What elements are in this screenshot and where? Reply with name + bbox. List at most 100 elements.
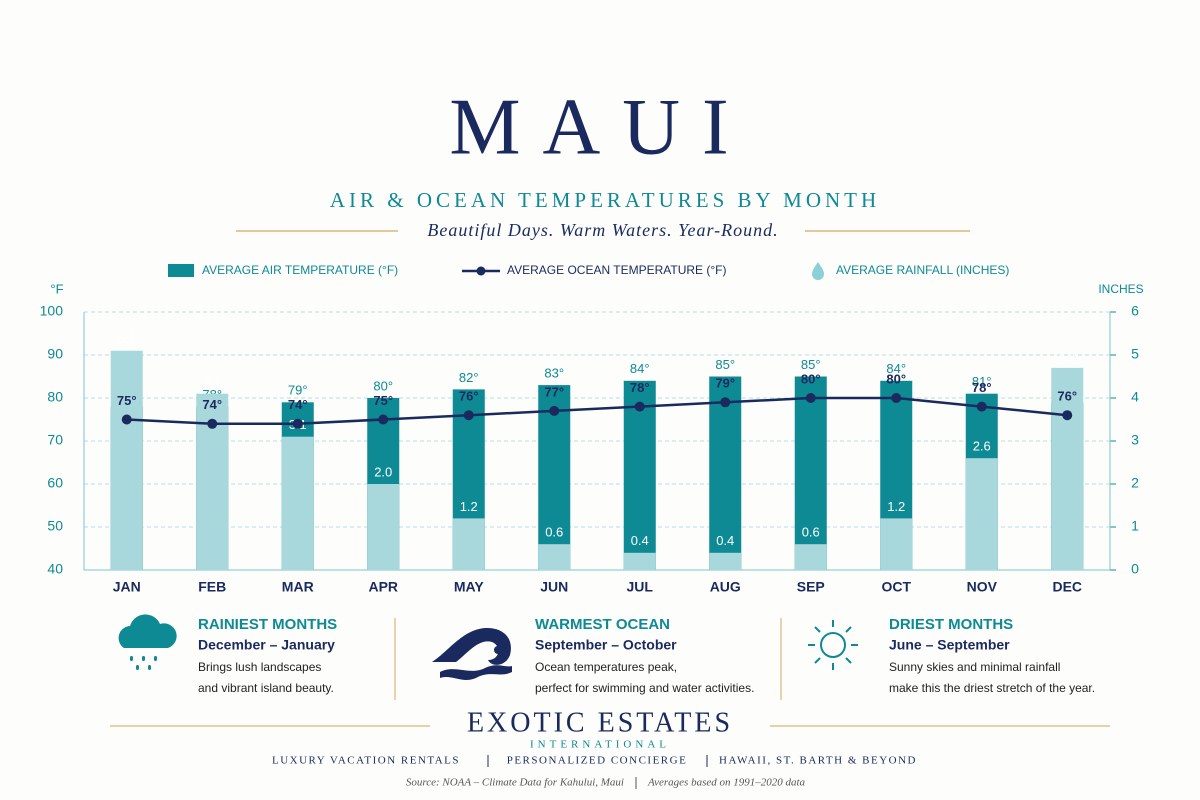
y2-tick-label: 5 [1131, 346, 1139, 362]
bar [281, 436, 314, 570]
y2-tick-label: 6 [1131, 303, 1139, 319]
rain-icon [118, 614, 177, 670]
legend-label: AVERAGE RAINFALL (INCHES) [836, 263, 1009, 277]
y-tick-label: 90 [47, 346, 63, 362]
legend-label: AVERAGE OCEAN TEMPERATURE (°F) [507, 263, 727, 277]
point [378, 414, 389, 425]
source: Source: NOAA – Climate Data for Kahului,… [406, 777, 624, 789]
point [292, 418, 303, 429]
bar [110, 350, 143, 570]
highlight-text: Brings lush landscapes [198, 660, 321, 674]
y-tick-label: 40 [47, 561, 63, 577]
point [976, 401, 987, 412]
x-tick-label: SEP [797, 579, 825, 595]
point [463, 410, 474, 421]
service: HAWAII, ST. BARTH & BEYOND [719, 755, 917, 767]
y2-tick-label: 4 [1131, 389, 1139, 405]
bar [965, 458, 998, 570]
highlights: RAINIEST MONTHS December – January Brings … [198, 616, 1095, 695]
data-label: 0.4 [716, 533, 734, 548]
data-label: 80° [801, 371, 821, 386]
point [634, 401, 645, 412]
x-tick-label: OCT [881, 579, 911, 595]
data-label: 83° [544, 366, 564, 381]
point [207, 418, 218, 429]
data-label: 4.7 [1058, 348, 1076, 363]
legend-swatch [812, 262, 824, 280]
legend-swatch [476, 266, 486, 276]
data-label: 80° [886, 371, 906, 386]
data-label: 77° [544, 384, 564, 399]
highlight-title: WARMEST OCEAN [535, 616, 670, 633]
highlight-title: RAINIEST MONTHS [198, 616, 337, 633]
bar [880, 518, 913, 570]
y2-tick-label: 1 [1131, 518, 1139, 534]
point [891, 393, 902, 403]
wave-icon [432, 627, 512, 680]
x-tick-label: APR [368, 579, 398, 595]
y-tick-label: 50 [47, 518, 63, 534]
data-label: 85° [715, 357, 735, 372]
legend-swatch [168, 264, 194, 277]
point [1062, 410, 1073, 421]
y-axis-title: °F [50, 281, 63, 296]
data-label: 0.6 [802, 525, 820, 540]
bar [623, 552, 656, 570]
point [121, 414, 132, 425]
x-tick-label: NOV [967, 579, 998, 595]
data-label: 74° [202, 397, 222, 412]
data-label: 79° [715, 376, 735, 391]
y2-tick-label: 2 [1131, 475, 1139, 491]
y-tick-label: 100 [40, 303, 64, 319]
data-label: 75° [117, 393, 137, 408]
bar [623, 380, 656, 570]
highlight-period: December – January [198, 637, 335, 653]
data-label: 75° [373, 393, 393, 408]
bar [538, 385, 571, 570]
x-tick-label: JUN [540, 579, 568, 595]
point [805, 393, 816, 403]
bar [794, 376, 827, 570]
data-label: 82° [459, 370, 479, 385]
data-label: 0.6 [545, 525, 563, 540]
data-label: 85° [801, 357, 821, 372]
tagline: Beautiful Days. Warm Waters. Year-Round. [427, 220, 778, 240]
data-label: 5.1 [118, 331, 136, 346]
brand-sub: INTERNATIONAL [530, 739, 670, 751]
y-tick-label: 70 [47, 432, 63, 448]
chart-subtitle: AIR & OCEAN TEMPERATURES BY MONTH [330, 188, 880, 212]
line [126, 396, 1068, 426]
highlight-period: June – September [889, 637, 1010, 653]
bar [709, 552, 742, 570]
data-label: 78° [630, 380, 650, 395]
brand: EXOTIC ESTATES [467, 707, 733, 738]
data-label: 76° [1057, 389, 1077, 404]
service: PERSONALIZED CONCIERGE [507, 755, 688, 767]
y-tick-label: 80 [47, 389, 63, 405]
data-label: 2.6 [973, 439, 991, 454]
x-tick-label: MAR [282, 579, 314, 595]
bar [794, 544, 827, 570]
highlight-text: make this the driest stretch of the year… [889, 681, 1095, 695]
data-label: 0.4 [631, 533, 649, 548]
highlight-text: Ocean temperatures peak, [535, 660, 677, 674]
bar [452, 518, 485, 570]
highlight-text: Sunny skies and minimal rainfall [889, 660, 1060, 674]
sun-icon [808, 620, 858, 670]
data-label: 2.0 [374, 464, 392, 479]
bar [1051, 367, 1084, 570]
point [549, 405, 560, 416]
data-label: 1.2 [887, 499, 905, 514]
legend-label: AVERAGE AIR TEMPERATURE (°F) [202, 263, 398, 277]
data-label: 80° [373, 378, 393, 393]
data-label: 84° [630, 361, 650, 376]
data-label: 74° [288, 397, 308, 412]
highlight-title: DRIEST MONTHS [889, 616, 1013, 633]
y2-tick-label: 0 [1131, 561, 1139, 577]
x-tick-label: DEC [1052, 579, 1082, 595]
x-tick-label: MAY [454, 579, 484, 595]
x-tick-label: AUG [710, 579, 741, 595]
x-tick-label: JUL [627, 579, 654, 595]
y2-tick-label: 3 [1131, 432, 1139, 448]
